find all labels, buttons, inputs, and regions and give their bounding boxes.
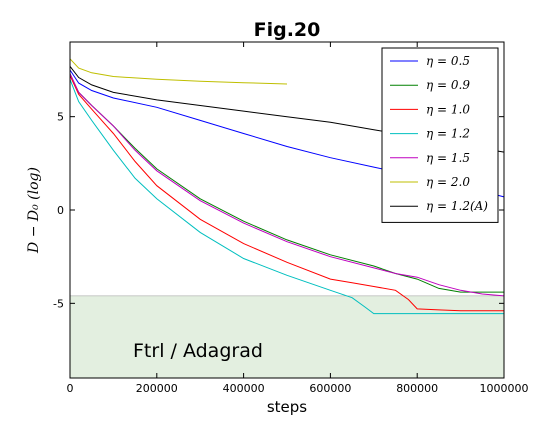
shaded-region-layer — [69, 295, 505, 379]
chart-title: Fig.20 — [254, 19, 321, 41]
x-tick-label: 1000000 — [480, 382, 529, 395]
shaded-region-label: Ftrl / Adagrad — [133, 340, 263, 362]
legend-label-3: η = 1.0 — [426, 102, 470, 116]
y-axis-label: D − D₀ (log) — [26, 167, 42, 254]
series-line-6 — [69, 58, 288, 85]
legend-label-2: η = 0.9 — [426, 78, 470, 92]
x-tick-label: 600000 — [309, 382, 351, 395]
y-tick-label: -5 — [53, 297, 64, 310]
series-lines-layer — [69, 58, 505, 315]
ticks-layer: 0 200000 400000 600000 800000 1000000 -5 0 5 — [53, 42, 529, 395]
legend: η = 0.5 η = 0.9 η = 1.0 η = 1.2 η = 1.5 η = 2… — [381, 47, 499, 223]
y-tick-label: 5 — [57, 111, 64, 124]
x-axis-label: steps — [267, 398, 307, 416]
x-tick-label: 200000 — [136, 382, 178, 395]
series-line-5 — [69, 73, 505, 297]
series-line-4 — [69, 79, 504, 315]
x-tick-label: 800000 — [396, 382, 438, 395]
shaded-region — [69, 295, 505, 379]
legend-label-5: η = 1.5 — [426, 151, 470, 165]
legend-label-7: η = 1.2(A) — [426, 199, 488, 213]
series-line-3 — [69, 75, 504, 312]
x-tick-label: 400000 — [223, 382, 265, 395]
legend-label-6: η = 2.0 — [426, 175, 470, 189]
x-tick-label: 0 — [67, 382, 74, 395]
legend-label-1: η = 0.5 — [426, 54, 470, 68]
legend-label-4: η = 1.2 — [426, 127, 470, 141]
y-tick-label: 0 — [57, 204, 64, 217]
legend-box — [381, 47, 499, 223]
